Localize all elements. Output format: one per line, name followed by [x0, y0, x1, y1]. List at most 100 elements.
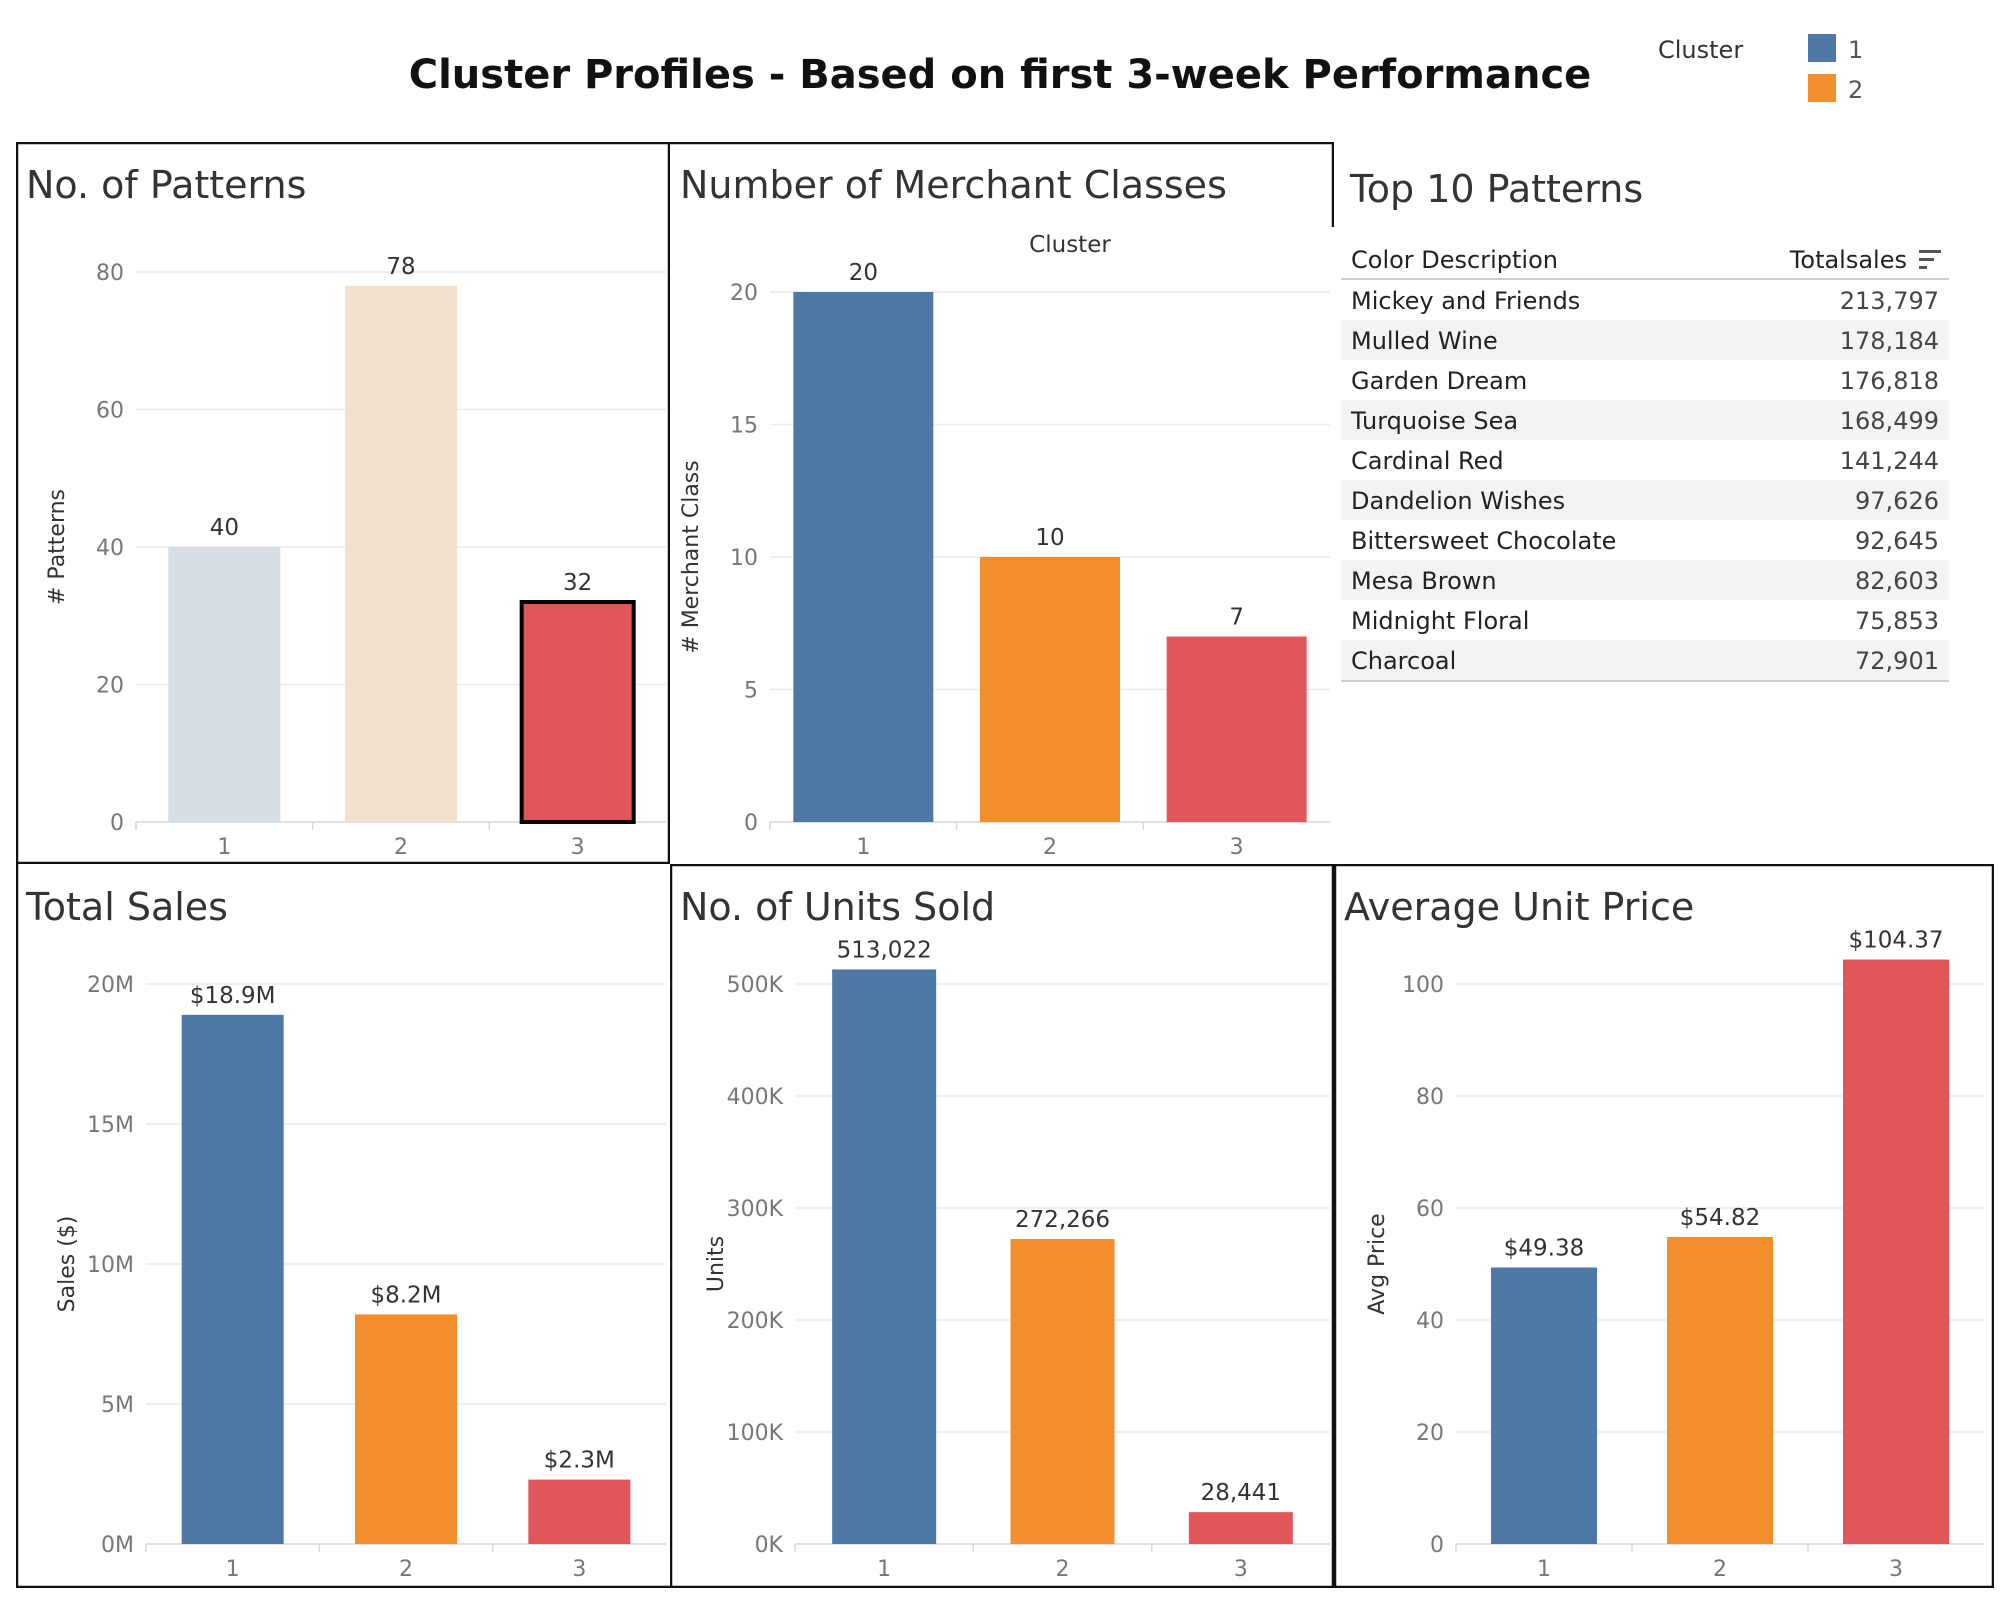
top-patterns-table: Color Description Totalsales Mickey and …	[1341, 240, 1949, 682]
y-tick-label: 60	[1416, 1197, 1444, 1222]
bar-cluster-1[interactable]	[832, 969, 937, 1544]
pattern-name-cell: Turquoise Sea	[1341, 400, 1723, 440]
y-tick-label: 0	[1430, 1533, 1444, 1558]
x-tick-label: 3	[1889, 1557, 1903, 1582]
data-label: $2.3M	[544, 1448, 615, 1474]
table-row[interactable]: Garden Dream 176,818	[1341, 360, 1949, 400]
pattern-name-cell: Charcoal	[1341, 640, 1723, 682]
x-tick-label: 1	[877, 1557, 891, 1582]
table-row[interactable]: Charcoal 72,901	[1341, 640, 1949, 682]
y-tick-label: 200K	[727, 1309, 784, 1334]
legend-swatch	[1808, 34, 1836, 62]
x-tick-label: 3	[1230, 835, 1244, 860]
table-row[interactable]: Midnight Floral 75,853	[1341, 600, 1949, 640]
column-header-totalsales-label: Totalsales	[1789, 246, 1907, 274]
y-tick-label: 100K	[727, 1421, 784, 1446]
top-patterns-title: Top 10 Patterns	[1350, 167, 1644, 211]
y-tick-label: 0M	[101, 1533, 134, 1558]
bar-cluster-3[interactable]	[519, 600, 636, 824]
y-tick-label: 0	[110, 811, 124, 836]
data-label: 513,022	[837, 937, 932, 963]
totalsales-cell: 97,626	[1722, 480, 1949, 520]
data-label: 40	[210, 515, 239, 541]
y-tick-label: 60	[96, 399, 124, 424]
pattern-name-cell: Bittersweet Chocolate	[1351, 527, 1617, 555]
y-tick-label: 40	[96, 536, 124, 561]
table-row[interactable]: Mulled Wine 178,184	[1341, 320, 1949, 360]
bar-cluster-1[interactable]	[181, 1014, 284, 1544]
x-tick-label: 2	[1056, 1557, 1070, 1582]
y-tick-label: 80	[96, 261, 124, 286]
legend-swatch	[1808, 74, 1836, 102]
totalsales-cell: 168,499	[1722, 400, 1949, 440]
table-row[interactable]: Cardinal Red 141,244	[1341, 440, 1949, 480]
bar-cluster-1[interactable]	[793, 292, 934, 822]
data-label: $8.2M	[370, 1282, 441, 1308]
column-header-color[interactable]: Color Description	[1341, 240, 1723, 280]
bar-cluster-2[interactable]	[1667, 1237, 1773, 1544]
data-label: 272,266	[1015, 1207, 1110, 1233]
table-row[interactable]: Mesa Brown 82,603	[1341, 560, 1949, 600]
bar-cluster-3[interactable]	[1166, 636, 1307, 823]
legend-label: 2	[1848, 76, 1864, 104]
bar-cluster-2[interactable]	[1010, 1239, 1115, 1544]
units-chart: No. of Units Sold 0K 100K 200K 300K 400K 500K U…	[670, 864, 1334, 1588]
data-label: 28,441	[1201, 1480, 1281, 1506]
table-row[interactable]: Mickey and Friends 213,797	[1341, 279, 1949, 320]
pattern-name-cell: Garden Dream	[1351, 367, 1528, 395]
merchant-classes-chart-panel: Number of Merchant Classes Cluster 0 5 10 15 2…	[670, 142, 1334, 864]
sort-descending-icon[interactable]	[1919, 250, 1941, 270]
totalsales-cell: 82,603	[1722, 560, 1949, 600]
y-axis-title: Avg Price	[1365, 1213, 1390, 1314]
x-tick-label: 1	[856, 835, 870, 860]
bar-cluster-2[interactable]	[355, 1314, 457, 1544]
y-axis-title: Sales ($)	[55, 1216, 80, 1313]
units-title: No. of Units Sold	[680, 885, 995, 929]
legend-label: 1	[1848, 36, 1864, 64]
patterns-title: No. of Patterns	[26, 163, 306, 207]
y-tick-label: 400K	[727, 1085, 784, 1110]
y-tick-label: 300K	[727, 1197, 784, 1222]
y-tick-label: 15	[730, 414, 758, 439]
bar-cluster-2[interactable]	[980, 557, 1120, 822]
data-label: 20	[849, 260, 878, 286]
data-label: 7	[1229, 605, 1244, 631]
table-row[interactable]: Dandelion Wishes 97,626	[1341, 480, 1949, 520]
y-tick-label: 20M	[87, 973, 134, 998]
totalsales-cell: 72,901	[1722, 640, 1949, 682]
data-label: 10	[1035, 525, 1064, 551]
bar-cluster-3[interactable]	[1843, 959, 1949, 1544]
data-label: $49.38	[1504, 1235, 1584, 1261]
table-row[interactable]: Bittersweet Chocolate 92,645	[1341, 520, 1949, 560]
y-tick-label: 10	[730, 546, 758, 571]
totalsales-cell: 92,645	[1855, 527, 1939, 555]
patterns-chart-panel: No. of Patterns 0 20 40 60 80 # Patterns 40 1 78 2…	[16, 142, 670, 864]
bar-cluster-1[interactable]	[168, 547, 281, 822]
table-row[interactable]: Turquoise Sea 168,499	[1341, 400, 1949, 440]
x-tick-label: 2	[1713, 1557, 1727, 1582]
totalsales-cell: 75,853	[1855, 607, 1939, 635]
pattern-name-cell: Mickey and Friends	[1351, 287, 1581, 315]
cluster-legend: Cluster 1 2	[1650, 30, 1980, 110]
y-tick-label: 40	[1416, 1309, 1444, 1334]
bar-cluster-1[interactable]	[1491, 1267, 1597, 1544]
totalsales-cell: 213,797	[1839, 287, 1939, 315]
x-tick-label: 2	[394, 835, 408, 860]
totalsales-cell: 176,818	[1839, 367, 1939, 395]
totalsales-cell: 141,244	[1839, 447, 1939, 475]
bar-cluster-2[interactable]	[345, 285, 457, 822]
x-tick-label: 2	[399, 1557, 413, 1582]
legend-title: Cluster	[1658, 36, 1744, 64]
y-tick-label: 100	[1402, 973, 1444, 998]
x-tick-label: 3	[1234, 1557, 1248, 1582]
x-tick-label: 1	[217, 835, 231, 860]
y-axis-title: # Patterns	[45, 489, 70, 605]
table-header-row: Color Description Totalsales	[1341, 240, 1949, 280]
x-tick-label: 1	[226, 1557, 240, 1582]
data-label: 32	[563, 570, 592, 596]
bar-cluster-3[interactable]	[1188, 1512, 1293, 1544]
bar-cluster-3[interactable]	[528, 1479, 631, 1544]
y-tick-label: 80	[1416, 1085, 1444, 1110]
x-tick-label: 1	[1537, 1557, 1551, 1582]
column-header-totalsales[interactable]: Totalsales	[1722, 240, 1949, 280]
